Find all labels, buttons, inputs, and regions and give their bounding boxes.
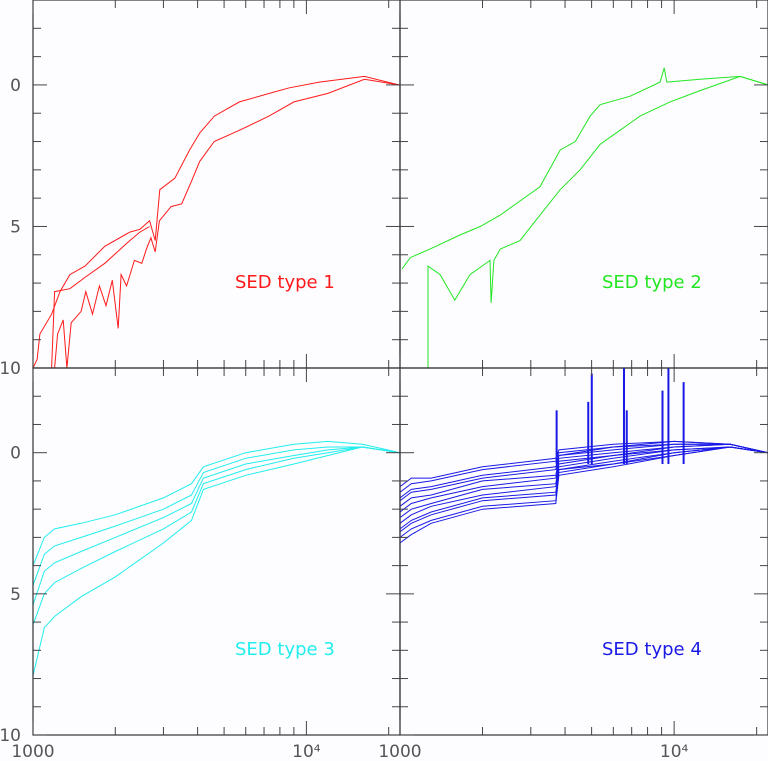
panel-2: SED type 2 (399, 0, 768, 369)
x-tick-label: 1000 (378, 742, 421, 761)
y-tick-label: 0 (10, 444, 21, 464)
series-sed4-08 (400, 446, 768, 524)
panel-frame (32, 0, 401, 369)
panel-label: SED type 3 (235, 639, 335, 660)
panel-frame (399, 367, 768, 736)
plot-area (33, 75, 400, 368)
series-sed3-d (33, 446, 400, 626)
x-tick-label: 10⁴ (660, 742, 689, 761)
plot-area (401, 67, 768, 368)
y-tick-label: 10 (0, 359, 21, 379)
series-sed1-a (33, 75, 400, 368)
series-sed2-b (427, 75, 768, 368)
panel-frame (399, 0, 768, 369)
x-tick-label: 1000 (11, 742, 54, 761)
panel-4: 1000 10⁴ SED type 4 (378, 367, 768, 761)
y-tick-label: 10 (0, 726, 21, 746)
panel-frame (32, 367, 401, 736)
series-sed1-c (54, 78, 399, 368)
series-sed3-c (33, 446, 400, 606)
panel-label: SED type 4 (602, 639, 702, 660)
series-sed3-b (33, 446, 400, 586)
plot-area (400, 368, 768, 544)
series-sed2-a (401, 67, 768, 270)
series-sed3-e (33, 446, 400, 676)
series-sed1-b (51, 226, 150, 368)
plot-area (33, 440, 400, 676)
x-tick-label: 10⁴ (292, 742, 321, 761)
panel-label: SED type 2 (602, 272, 702, 293)
series-sed4-07 (400, 446, 768, 519)
series-sed3-a (33, 440, 400, 566)
panel-label: SED type 1 (235, 272, 335, 293)
y-tick-label: 5 (10, 585, 21, 605)
panel-1: 0 5 10 SED type 1 (0, 0, 401, 379)
y-tick-label: 5 (10, 217, 21, 237)
y-tick-label: 0 (10, 76, 21, 96)
series-sed4-12 (400, 446, 768, 544)
series-sed4-06 (400, 443, 768, 513)
